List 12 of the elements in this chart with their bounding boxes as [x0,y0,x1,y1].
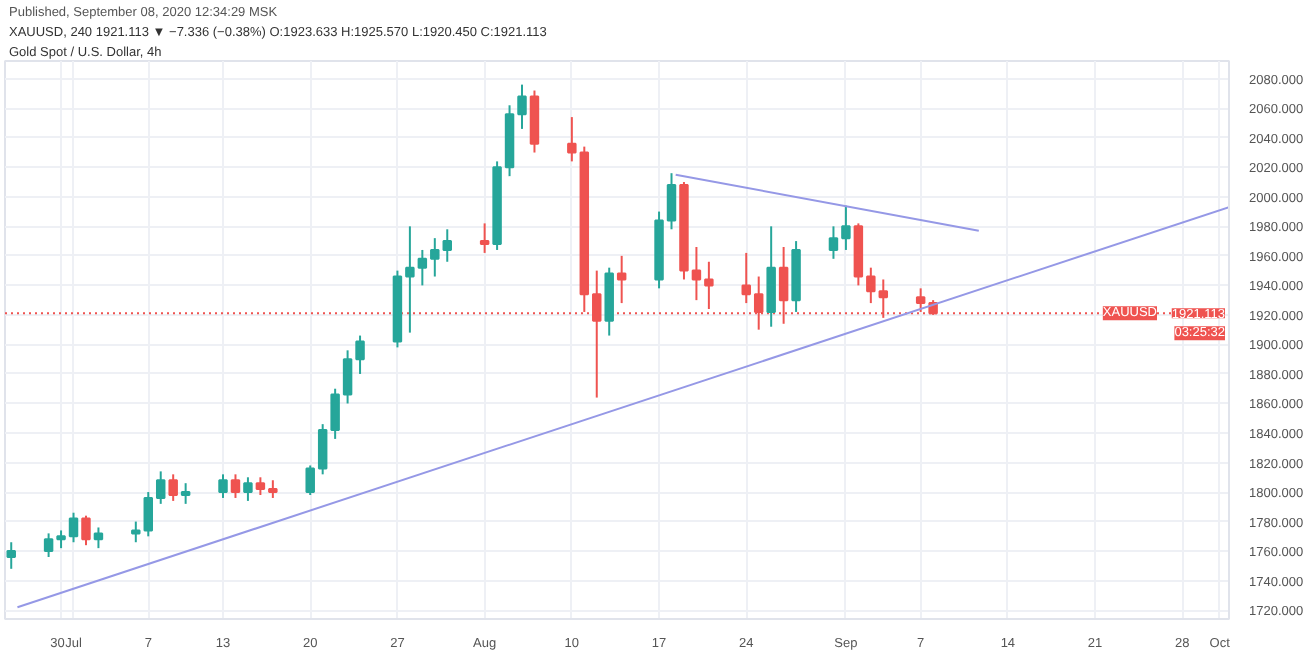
candlestick [93,526,104,550]
candlestick [168,473,178,502]
candlestick [180,482,191,505]
candlestick [81,514,91,547]
candlestick [230,473,241,499]
candlestick [218,473,228,499]
candlestick [529,89,540,154]
candlestick [479,222,490,254]
candlestick [243,476,253,502]
candlestick [604,266,614,337]
candlestick [766,225,776,328]
candlestick [6,541,16,570]
